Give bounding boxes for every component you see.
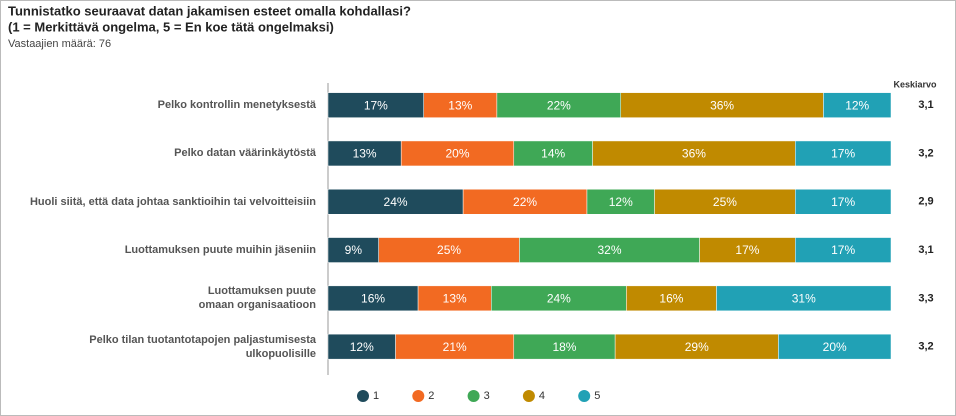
value-label: 17%	[831, 243, 855, 257]
value-label: 16%	[659, 292, 683, 306]
value-label: 18%	[552, 340, 576, 354]
bar-segment	[716, 285, 892, 312]
value-label: 17%	[831, 195, 855, 209]
average-value: 3,2	[918, 147, 933, 159]
bar-segment	[491, 285, 627, 312]
value-label: 25%	[713, 195, 737, 209]
value-label: 31%	[792, 292, 816, 306]
legend-marker	[467, 390, 480, 402]
category-label: Pelko tilan tuotantotapojen paljastumise…	[89, 333, 316, 360]
legend-marker	[522, 390, 535, 402]
bar-segment	[513, 333, 616, 360]
value-label: 22%	[547, 98, 571, 112]
value-label: 32%	[597, 243, 621, 257]
value-label: 36%	[682, 147, 706, 161]
value-label: 12%	[609, 195, 633, 209]
average-value: 3,1	[918, 99, 933, 111]
bar-segment	[614, 333, 779, 360]
legend-label: 1	[373, 390, 379, 402]
bar-segment	[795, 237, 892, 263]
category-label: Huoli siitä, että data johtaa sanktioihi…	[29, 195, 316, 208]
value-label: 22%	[513, 195, 537, 209]
value-label: 12%	[845, 98, 869, 112]
respondents-note: Vastaajien määrä: 76	[8, 38, 111, 50]
bar-segment	[586, 189, 655, 215]
value-label: 36%	[710, 98, 734, 112]
bar-segment	[592, 140, 796, 167]
legend-label: 5	[594, 390, 600, 402]
bar-segment	[626, 285, 717, 312]
average-header: Keskiarvo	[893, 79, 937, 89]
bar-segment	[699, 237, 796, 263]
legend-label: 3	[484, 390, 490, 402]
bar-segment	[378, 237, 520, 263]
legend-marker	[578, 390, 591, 402]
bar-segment	[519, 237, 700, 263]
value-label: 21%	[443, 340, 467, 354]
chart-subtitle: (1 = Merkittävä ongelma, 5 = En koe tätä…	[8, 19, 334, 34]
value-label: 13%	[443, 292, 467, 306]
value-label: 17%	[735, 243, 759, 257]
bar-segment	[327, 140, 402, 167]
bar-segment	[513, 140, 593, 167]
value-label: 20%	[823, 340, 847, 354]
value-label: 29%	[685, 340, 709, 354]
value-label: 14%	[541, 147, 565, 161]
bar-segment	[778, 333, 892, 360]
bar-segment	[496, 92, 622, 118]
value-label: 20%	[445, 147, 469, 161]
bar-segment	[327, 285, 419, 312]
value-label: 13%	[448, 98, 472, 112]
bar-segment	[400, 140, 515, 167]
value-label: 12%	[350, 340, 374, 354]
average-value: 3,3	[918, 292, 933, 304]
value-label: 13%	[353, 147, 377, 161]
legend-label: 4	[539, 390, 545, 402]
bar-segment	[462, 189, 588, 215]
legend-marker	[357, 390, 369, 402]
category-label: Pelko datan väärinkäytöstä	[174, 147, 316, 160]
value-label: 9%	[345, 243, 363, 257]
average-value: 2,9	[918, 196, 933, 208]
bar-segment	[823, 92, 892, 118]
legend-label: 2	[428, 390, 434, 402]
legend-marker	[412, 390, 425, 402]
value-label: 25%	[437, 243, 461, 257]
bar-segment	[327, 189, 464, 215]
category-label: Luottamuksen puute muihin jäseniin	[124, 244, 316, 257]
category-label: Pelko kontrollin menetyksestä	[157, 99, 316, 112]
bar-segment	[327, 92, 424, 118]
value-label: 16%	[361, 292, 385, 306]
value-label: 17%	[364, 98, 388, 112]
average-value: 3,2	[918, 341, 933, 353]
value-label: 17%	[831, 147, 855, 161]
bar-segment	[795, 140, 892, 167]
bar-segment	[620, 92, 824, 118]
category-label: Luottamuksen puute omaan organisaatioon	[198, 285, 316, 312]
value-label: 24%	[384, 195, 408, 209]
average-value: 3,1	[918, 244, 933, 256]
value-label: 24%	[547, 292, 571, 306]
bar-segment	[654, 189, 796, 215]
chart-title: Tunnistatko seuraavat datan jakamisen es…	[8, 3, 411, 18]
bar-segment	[795, 189, 892, 215]
